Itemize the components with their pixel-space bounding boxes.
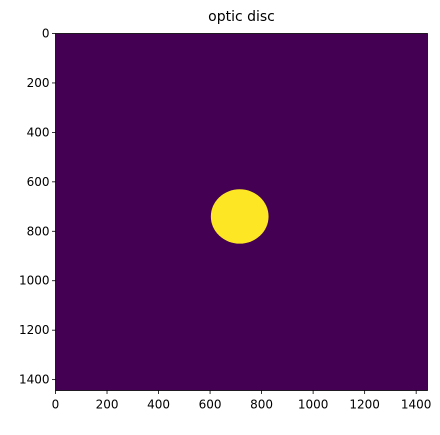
y-tick-label: 800 xyxy=(27,224,50,238)
y-tick-label: 200 xyxy=(27,76,50,90)
chart-title: optic disc xyxy=(208,9,275,25)
region-optic-disc xyxy=(210,189,269,244)
x-tick-label: 1200 xyxy=(349,398,380,412)
y-axis: 0 200 400 600 800 1000 1200 1400 xyxy=(19,27,56,387)
y-tick-label: 0 xyxy=(42,27,50,41)
x-tick-label: 200 xyxy=(96,398,119,412)
plot-frame xyxy=(55,33,428,391)
x-tick-label: 600 xyxy=(199,398,222,412)
y-tick-label: 1200 xyxy=(19,323,50,337)
x-tick-label: 1000 xyxy=(298,398,329,412)
y-tick-label: 1000 xyxy=(19,274,50,288)
y-tick-label: 1400 xyxy=(19,373,50,387)
x-tick-label: 800 xyxy=(250,398,273,412)
y-tick-label: 400 xyxy=(27,125,50,139)
y-tick-label: 600 xyxy=(27,175,50,189)
x-tick-label: 0 xyxy=(52,398,60,412)
x-tick-label: 400 xyxy=(147,398,170,412)
segmentation-regions xyxy=(210,189,269,244)
x-tick-label: 1400 xyxy=(401,398,432,412)
x-axis: 0 200 400 600 800 1000 1200 1400 xyxy=(52,390,432,412)
